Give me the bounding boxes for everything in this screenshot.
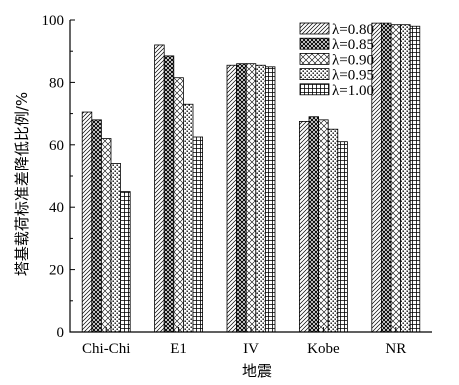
legend-swatch: [299, 22, 330, 35]
bar-iv-series-4: [255, 64, 266, 333]
legend-swatch: [299, 68, 330, 80]
y-tick-label: 40: [49, 200, 64, 216]
y-tick-label: 20: [49, 263, 64, 279]
bar-kobe-series-1: [298, 121, 310, 333]
x-tick-label: NR: [385, 341, 406, 357]
legend-entry-label: λ=0.90: [332, 52, 374, 68]
legend: λ=0.80λ=0.85λ=0.90λ=0.95λ=1.00: [299, 22, 374, 99]
y-tick-label: 80: [49, 75, 64, 91]
legend-entry-label: λ=1.00: [332, 83, 374, 99]
bar-chi-chi-series-4: [110, 163, 122, 333]
legend-entry-label: λ=0.85: [332, 37, 374, 53]
bar-chi-chi-series-5: [120, 191, 131, 333]
bar-e1-series-1: [154, 44, 165, 333]
bar-e1-series-2: [163, 55, 175, 333]
legend-entry-label: λ=0.80: [332, 22, 374, 38]
bar-nr-series-5: [409, 25, 421, 333]
bar-chi-chi-series-1: [81, 111, 93, 333]
bar-iv-series-3: [245, 63, 257, 333]
bar-kobe-series-2: [308, 116, 320, 333]
x-tick-label: IV: [243, 341, 259, 357]
bar-nr-series-3: [390, 24, 402, 333]
bar-e1-series-5: [192, 136, 204, 333]
legend-swatch: [299, 53, 330, 65]
y-tick-label: 0: [57, 325, 65, 341]
bar-iv-series-2: [236, 63, 247, 333]
bar-kobe-series-3: [318, 119, 329, 333]
legend-swatch: [299, 37, 330, 50]
bar-chi-chi-series-3: [101, 138, 112, 333]
bar-e1-series-3: [173, 77, 184, 333]
bar-kobe-series-4: [327, 128, 339, 333]
legend-swatch: [299, 83, 330, 96]
bar-nr-series-4: [400, 24, 411, 333]
x-axis-title: 地震: [242, 362, 272, 380]
bar-e1-series-4: [182, 103, 194, 333]
bar-iv-series-5: [264, 66, 276, 333]
y-axis-title: 塔基载荷标准差降低比例/%: [13, 92, 31, 276]
y-tick-label: 100: [42, 13, 65, 29]
x-tick-label: Kobe: [307, 341, 340, 357]
x-tick-label: E1: [170, 341, 187, 357]
legend-entry-label: λ=0.95: [332, 68, 374, 84]
bar-iv-series-1: [226, 64, 238, 333]
bar-chi-chi-series-2: [91, 119, 102, 333]
x-tick-label: Chi-Chi: [82, 341, 130, 357]
bar-nr-series-2: [380, 22, 392, 333]
y-tick-label: 60: [49, 138, 64, 154]
bar-kobe-series-5: [337, 141, 348, 333]
